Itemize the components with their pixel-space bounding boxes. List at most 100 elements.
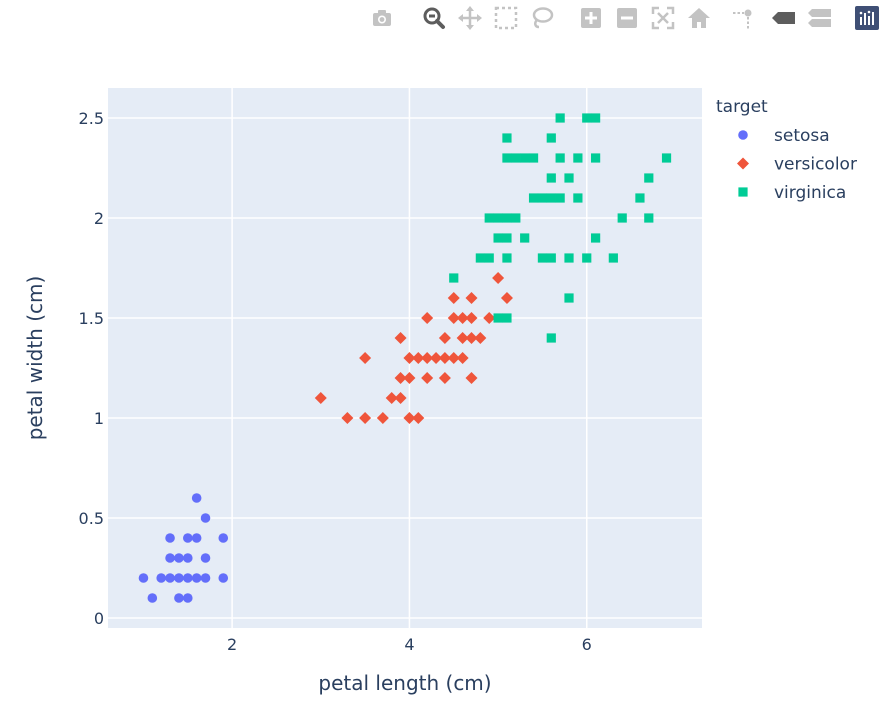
data-point-versicolor[interactable] — [447, 352, 460, 364]
data-point-versicolor[interactable] — [465, 292, 478, 304]
data-point-setosa[interactable] — [174, 573, 184, 583]
data-point-setosa[interactable] — [182, 553, 193, 563]
data-point-versicolor[interactable] — [438, 352, 451, 364]
reset-axes-icon[interactable] — [685, 4, 713, 32]
data-point-versicolor[interactable] — [412, 412, 425, 424]
data-point-virginica[interactable] — [546, 333, 556, 343]
data-point-virginica[interactable] — [546, 133, 556, 143]
data-point-setosa[interactable] — [138, 573, 149, 583]
data-point-virginica[interactable] — [520, 153, 530, 163]
data-point-setosa[interactable] — [218, 573, 229, 583]
data-point-versicolor[interactable] — [359, 412, 372, 424]
data-point-versicolor[interactable] — [447, 292, 460, 304]
data-point-versicolor[interactable] — [412, 352, 425, 364]
data-point-versicolor[interactable] — [403, 352, 416, 364]
data-point-virginica[interactable] — [502, 213, 512, 223]
data-point-versicolor[interactable] — [359, 352, 372, 364]
data-point-versicolor[interactable] — [500, 292, 513, 304]
data-point-setosa[interactable] — [147, 593, 158, 603]
data-point-virginica[interactable] — [555, 113, 565, 123]
legend-marker-virginica[interactable] — [738, 187, 748, 197]
data-point-versicolor[interactable] — [456, 332, 469, 344]
data-point-versicolor[interactable] — [438, 332, 451, 344]
data-point-setosa[interactable] — [182, 573, 193, 583]
data-point-virginica[interactable] — [520, 233, 530, 243]
data-point-virginica[interactable] — [493, 233, 503, 243]
data-point-virginica[interactable] — [546, 253, 556, 263]
data-point-virginica[interactable] — [661, 153, 672, 163]
data-point-virginica[interactable] — [511, 153, 521, 163]
data-point-virginica[interactable] — [582, 113, 592, 123]
data-point-virginica[interactable] — [591, 153, 601, 163]
data-point-setosa[interactable] — [165, 533, 175, 543]
data-point-virginica[interactable] — [502, 153, 512, 163]
data-point-versicolor[interactable] — [394, 372, 407, 384]
data-point-versicolor[interactable] — [385, 392, 398, 404]
data-point-versicolor[interactable] — [421, 352, 434, 364]
hover-compare-icon[interactable] — [805, 4, 833, 32]
zoom-in-icon[interactable] — [577, 4, 605, 32]
camera-icon[interactable] — [368, 4, 396, 32]
data-point-virginica[interactable] — [528, 153, 539, 163]
box-select-icon[interactable] — [492, 4, 520, 32]
data-point-virginica[interactable] — [591, 113, 601, 123]
data-point-virginica[interactable] — [635, 193, 645, 203]
pan-icon[interactable] — [456, 4, 484, 32]
data-point-virginica[interactable] — [537, 193, 548, 203]
data-point-virginica[interactable] — [475, 253, 485, 263]
legend-item-virginica[interactable]: virginica — [738, 183, 846, 203]
legend-item-setosa[interactable]: setosa — [738, 126, 830, 146]
data-point-versicolor[interactable] — [403, 372, 416, 384]
data-point-virginica[interactable] — [511, 213, 521, 223]
data-point-virginica[interactable] — [644, 213, 654, 223]
hover-closest-icon[interactable] — [769, 4, 797, 32]
autoscale-icon[interactable] — [649, 4, 677, 32]
data-point-setosa[interactable] — [218, 533, 229, 543]
data-point-versicolor[interactable] — [394, 332, 407, 344]
data-point-virginica[interactable] — [502, 133, 512, 143]
data-point-versicolor[interactable] — [341, 412, 354, 424]
data-point-setosa[interactable] — [191, 493, 202, 503]
data-point-setosa[interactable] — [182, 593, 193, 603]
data-point-versicolor[interactable] — [314, 392, 327, 404]
data-point-virginica[interactable] — [591, 233, 601, 243]
zoom-out-icon[interactable] — [613, 4, 641, 32]
data-point-virginica[interactable] — [502, 233, 512, 243]
data-point-virginica[interactable] — [449, 273, 459, 283]
data-point-setosa[interactable] — [182, 533, 193, 543]
data-point-setosa[interactable] — [191, 533, 202, 543]
data-point-virginica[interactable] — [564, 173, 574, 183]
data-point-setosa[interactable] — [165, 573, 175, 583]
data-point-setosa[interactable] — [200, 553, 211, 563]
data-point-setosa[interactable] — [200, 573, 211, 583]
data-point-virginica[interactable] — [617, 213, 627, 223]
data-point-versicolor[interactable] — [403, 412, 416, 424]
data-point-versicolor[interactable] — [376, 412, 389, 424]
data-point-virginica[interactable] — [484, 213, 494, 223]
data-point-versicolor[interactable] — [421, 372, 434, 384]
data-point-setosa[interactable] — [174, 553, 184, 563]
data-point-virginica[interactable] — [555, 153, 565, 163]
data-point-versicolor[interactable] — [465, 372, 478, 384]
data-point-virginica[interactable] — [537, 253, 548, 263]
data-point-virginica[interactable] — [546, 173, 556, 183]
data-point-virginica[interactable] — [608, 253, 618, 263]
data-point-versicolor[interactable] — [474, 332, 487, 344]
data-point-virginica[interactable] — [484, 253, 494, 263]
data-point-versicolor[interactable] — [438, 372, 451, 384]
legend-marker-setosa[interactable] — [738, 130, 748, 140]
lasso-select-icon[interactable] — [528, 4, 556, 32]
data-point-versicolor[interactable] — [483, 312, 496, 324]
data-point-virginica[interactable] — [582, 253, 592, 263]
data-point-virginica[interactable] — [573, 153, 583, 163]
data-point-versicolor[interactable] — [465, 332, 478, 344]
data-point-virginica[interactable] — [493, 213, 503, 223]
data-point-versicolor[interactable] — [465, 312, 478, 324]
data-point-setosa[interactable] — [165, 553, 175, 563]
zoom-icon[interactable] — [420, 4, 448, 32]
data-point-versicolor[interactable] — [456, 352, 469, 364]
data-point-versicolor[interactable] — [492, 272, 505, 284]
data-point-setosa[interactable] — [200, 513, 211, 523]
legend-marker-versicolor[interactable] — [737, 157, 749, 170]
